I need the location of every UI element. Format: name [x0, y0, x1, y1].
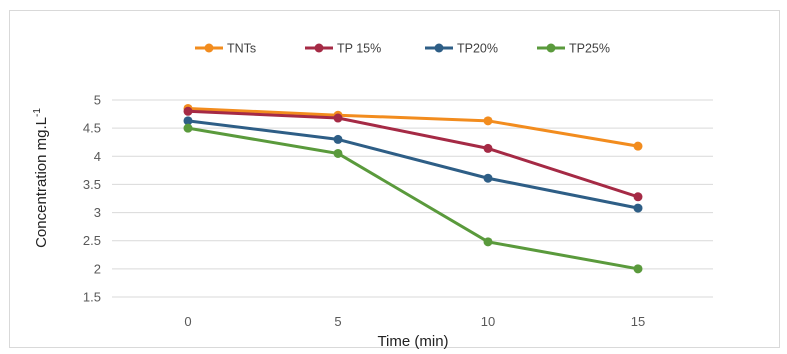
y-axis-title: Concentration mg.L-1 [32, 108, 50, 248]
series-line [186, 106, 640, 148]
data-point [333, 134, 343, 144]
legend-label: TP20% [457, 42, 498, 56]
gridlines [112, 99, 713, 298]
legend-swatch-marker [546, 43, 556, 53]
data-point [633, 192, 643, 202]
y-tick-label: 3 [94, 205, 101, 220]
legend-label: TP 15% [337, 42, 381, 56]
y-axis-title-superscript: -1 [32, 108, 43, 117]
x-tick-label: 5 [334, 314, 341, 329]
y-tick-label: 4.5 [83, 121, 101, 136]
data-point [633, 264, 643, 274]
x-tick-label: 15 [631, 314, 645, 329]
series-1 [183, 106, 643, 202]
x-axis-title: Time (min) [377, 333, 448, 350]
series-2 [183, 116, 643, 213]
legend-label: TNTs [227, 42, 256, 56]
legend-label: TP25% [569, 42, 610, 56]
y-tick-label: 1.5 [83, 290, 101, 305]
legend-swatch-marker [314, 43, 324, 53]
legend-item: TP25% [537, 42, 610, 56]
legend-swatch-marker [204, 43, 214, 53]
legend-item: TP 15% [305, 42, 381, 56]
x-axis-ticks: 0 5 10 15 [184, 314, 645, 329]
data-point [333, 113, 343, 123]
series-3 [183, 123, 643, 274]
y-tick-label: 5 [94, 93, 101, 108]
chart-frame [9, 10, 780, 348]
data-point [483, 116, 493, 126]
y-tick-label: 2 [94, 261, 101, 276]
legend-item: TP20% [425, 42, 498, 56]
legend: TNTs TP 15% TP20% TP25% [195, 42, 610, 56]
legend-swatch-marker [434, 43, 444, 53]
series-line [186, 126, 640, 271]
data-point [483, 143, 493, 153]
y-axis-ticks: 5 4.5 4 3.5 3 2.5 2 1.5 [83, 93, 101, 305]
series-lines [183, 103, 643, 274]
data-point [633, 141, 643, 151]
data-point [633, 203, 643, 213]
y-tick-label: 2.5 [83, 233, 101, 248]
data-point [183, 106, 193, 116]
x-tick-label: 0 [184, 314, 191, 329]
data-point [483, 173, 493, 183]
x-tick-label: 10 [481, 314, 495, 329]
series-line [186, 119, 640, 210]
data-point [183, 116, 193, 126]
data-point [333, 148, 343, 158]
series-line [186, 109, 640, 199]
data-point [183, 123, 193, 133]
y-axis-title-text: Concentration mg.L [33, 117, 50, 248]
y-tick-label: 3.5 [83, 177, 101, 192]
legend-item: TNTs [195, 42, 256, 56]
data-point [483, 237, 493, 247]
y-tick-label: 4 [94, 149, 101, 164]
